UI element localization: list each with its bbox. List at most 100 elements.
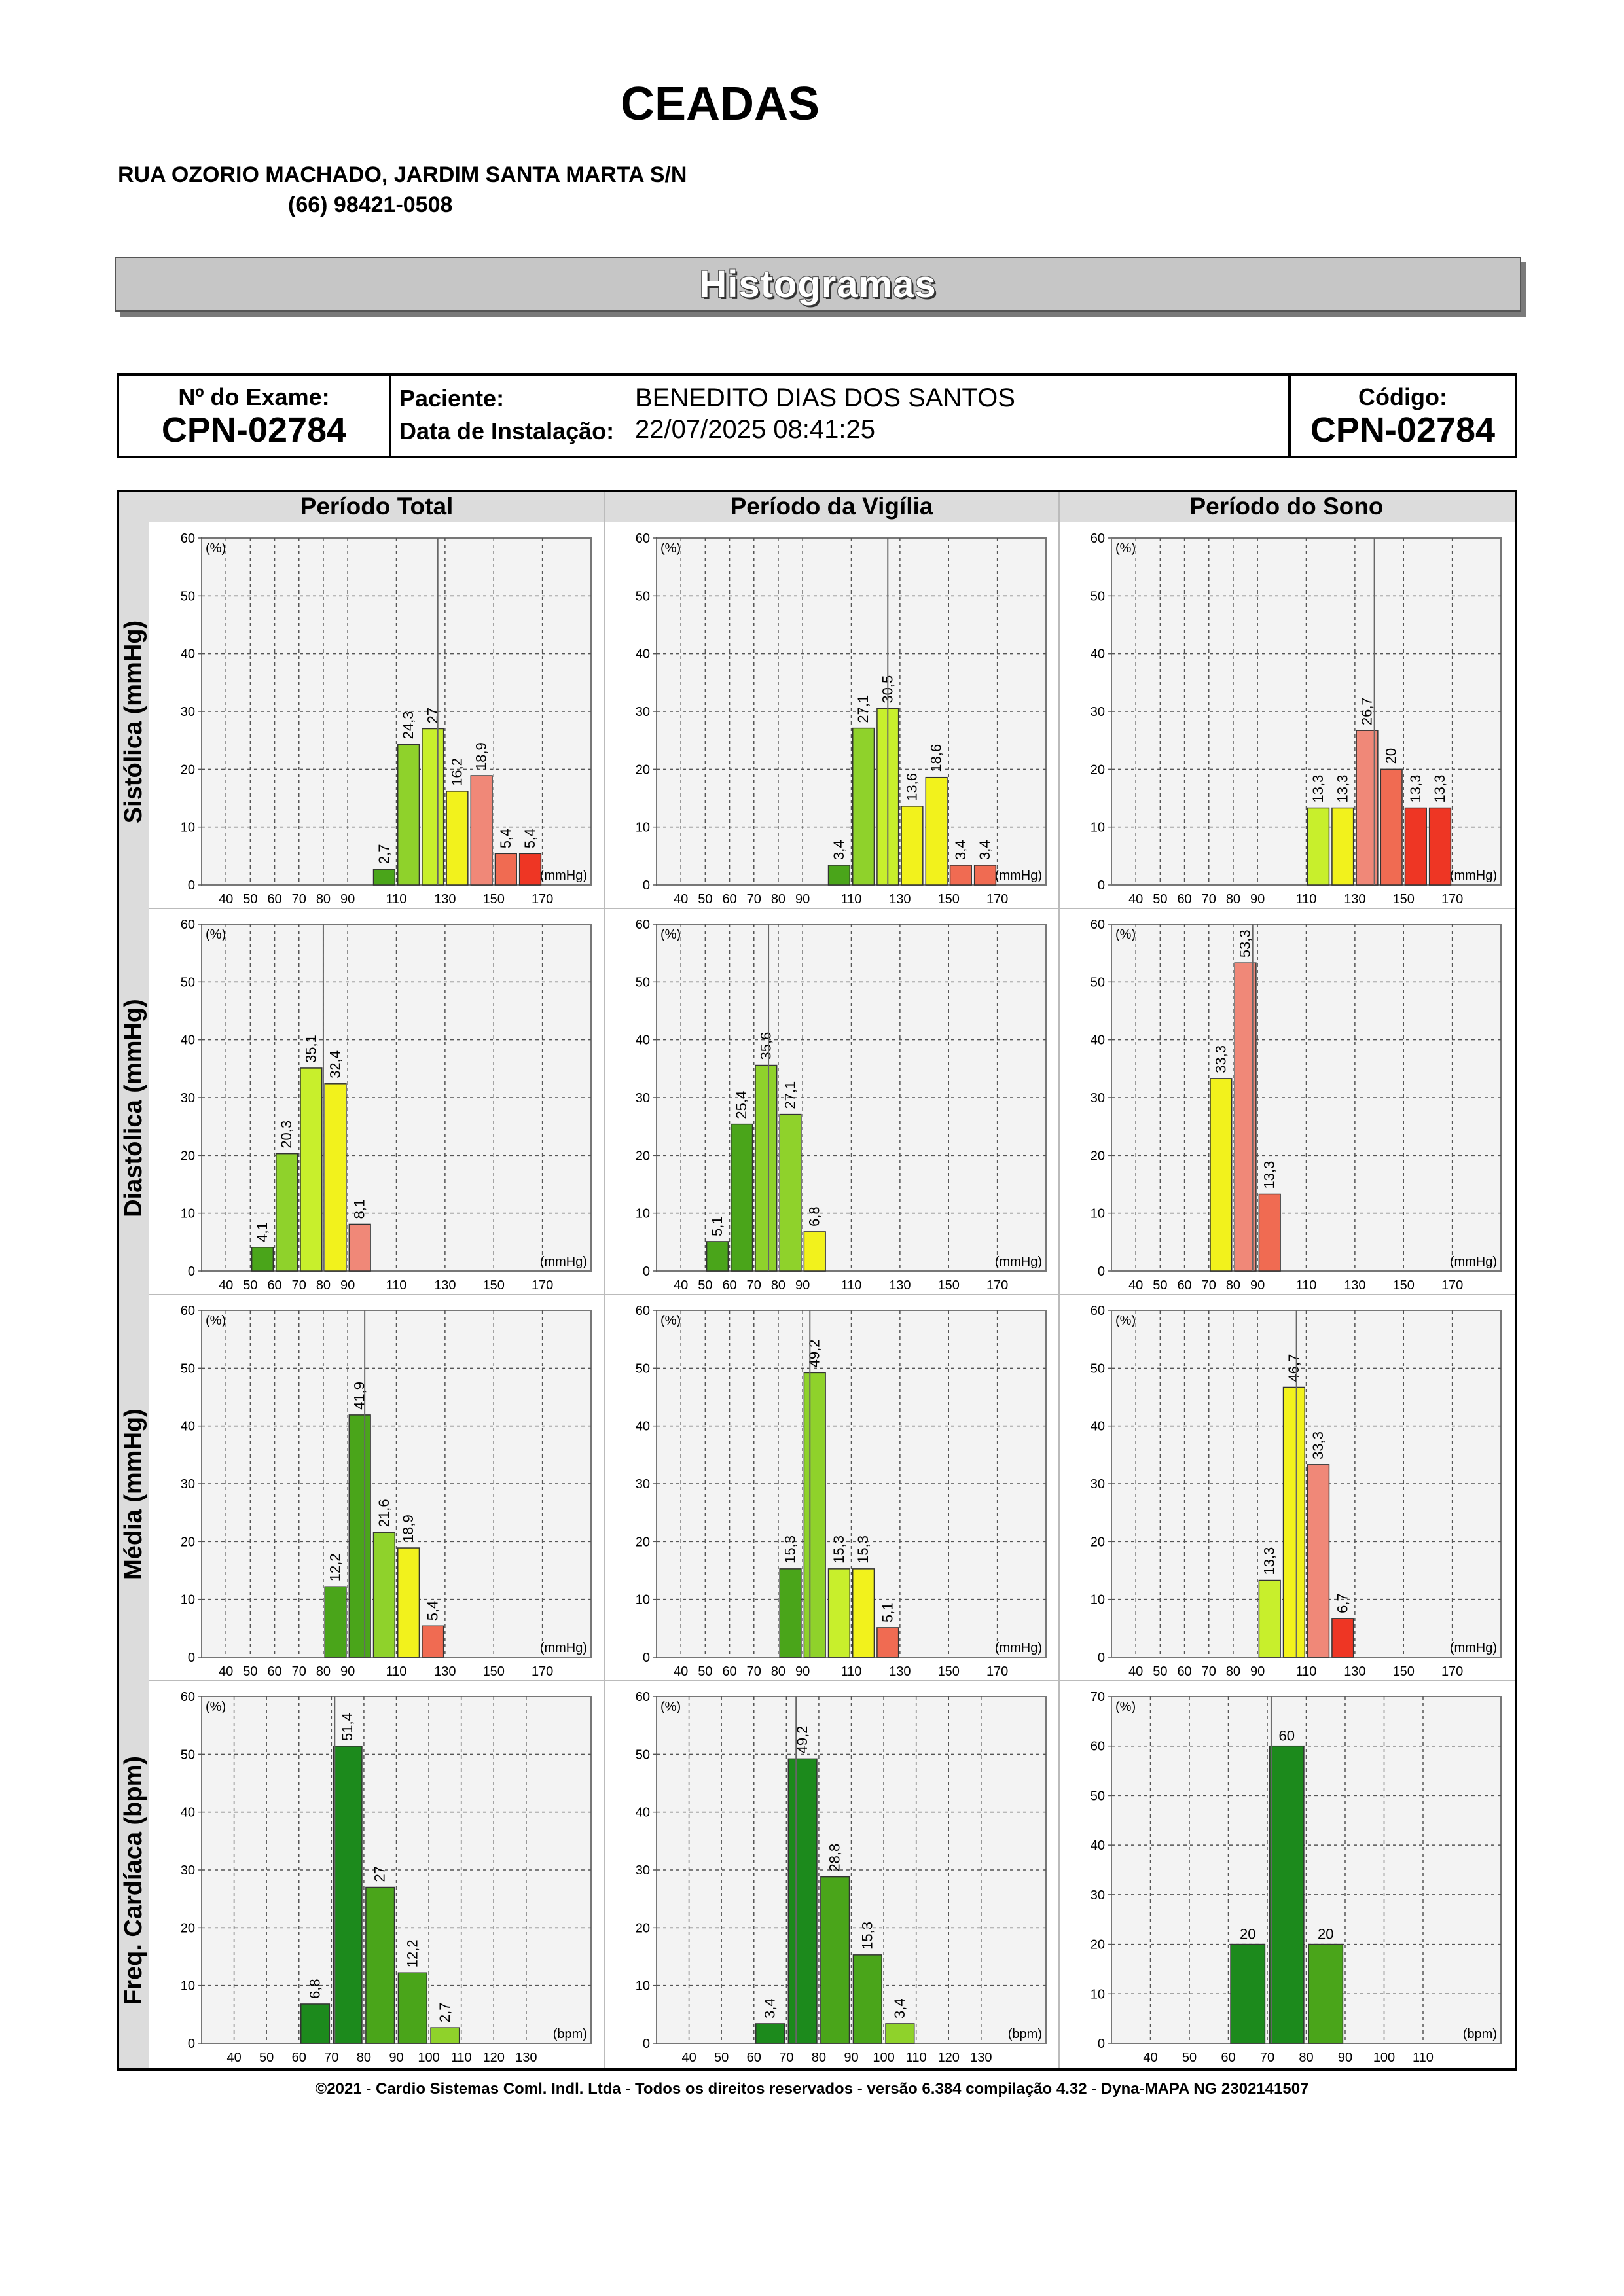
x-tick-label: 70 (292, 1278, 306, 1293)
y-tick-label: 30 (181, 1477, 195, 1492)
histogram-bar (803, 1231, 826, 1272)
x-tick-label: 130 (1344, 1664, 1365, 1679)
y-tick-label: 50 (1091, 975, 1105, 990)
histogram-bar (1404, 807, 1427, 886)
x-tick-label: 170 (1441, 892, 1463, 906)
histogram-bar (1230, 1943, 1266, 2044)
x-tick-label: 170 (1441, 1664, 1463, 1679)
x-tick-label: 90 (389, 2051, 403, 2065)
x-tick-label: 50 (1153, 1664, 1167, 1679)
y-tick-label: 50 (1091, 1789, 1105, 1803)
histogram-bar (251, 1247, 274, 1272)
x-tick-label: 60 (1177, 892, 1191, 906)
y-tick-label: 60 (636, 1690, 650, 1704)
x-tick-label: 170 (986, 1278, 1008, 1293)
x-tick-label: 60 (722, 1278, 736, 1293)
y-tick-label: 40 (636, 1033, 650, 1048)
y-tick-label: 60 (181, 918, 195, 932)
install-date-label: Data de Instalação: (399, 418, 615, 444)
histogram-bar (494, 853, 517, 886)
histogram-bar (706, 1241, 729, 1272)
row-title: Freq. Cardíaca (bpm) (120, 1756, 147, 2005)
bar-value-label: 15,3 (831, 1535, 847, 1564)
bar-value-label: 33,3 (1212, 1045, 1229, 1073)
x-tick-label: 40 (1128, 892, 1143, 906)
histogram-bar (876, 1627, 899, 1658)
histogram-bar (949, 865, 972, 886)
x-tick-label: 80 (357, 2051, 371, 2065)
y-tick-label: 0 (188, 878, 195, 893)
y-tick-label: 30 (1091, 1888, 1105, 1903)
bar-value-label: 46,7 (1286, 1354, 1302, 1382)
y-tick-label: 60 (181, 1690, 195, 1704)
x-tick-label: 60 (1177, 1664, 1191, 1679)
bar-value-label: 2,7 (376, 844, 392, 865)
x-tick-label: 50 (714, 2051, 729, 2065)
histogram-bar (1308, 1943, 1344, 2044)
y-tick-label: 20 (636, 762, 650, 777)
x-tick-label: 130 (515, 2051, 537, 2065)
bar-value-label: 3,4 (762, 1998, 778, 2018)
code-cell: Código: CPN-02784 (1291, 376, 1515, 456)
y-tick-label: 0 (188, 1265, 195, 1279)
column-title: Período Total (300, 493, 454, 520)
x-tick-label: 170 (532, 1664, 553, 1679)
x-tick-label: 170 (1441, 1278, 1463, 1293)
y-tick-label: 10 (636, 1207, 650, 1221)
y-tick-label: 20 (636, 1921, 650, 1935)
code-value: CPN-02784 (1310, 410, 1496, 450)
y-unit-label: (%) (1115, 1700, 1136, 1714)
x-tick-label: 130 (434, 1664, 456, 1679)
bar-value-label: 18,6 (928, 744, 945, 772)
y-tick-label: 40 (1091, 1839, 1105, 1853)
x-tick-label: 70 (1202, 892, 1216, 906)
x-tick-label: 70 (747, 1664, 761, 1679)
bar-value-label: 13,3 (1432, 775, 1448, 803)
bar-value-label: 6,7 (1334, 1593, 1350, 1613)
histogram-bar (755, 1064, 778, 1272)
x-unit-label: (mmHg) (1450, 869, 1497, 883)
y-tick-label: 30 (181, 1863, 195, 1878)
x-tick-label: 110 (386, 1278, 407, 1293)
x-tick-label: 60 (267, 1664, 281, 1679)
y-tick-label: 40 (636, 1420, 650, 1434)
x-tick-label: 50 (698, 1664, 712, 1679)
histogram-bar (1307, 1464, 1330, 1658)
y-tick-label: 20 (181, 1149, 195, 1163)
x-tick-label: 130 (434, 1278, 456, 1293)
histogram-charts: Período Total Período da Vigília Período d… (119, 492, 1515, 2068)
y-tick-label: 0 (1098, 878, 1105, 893)
x-tick-label: 150 (938, 1664, 960, 1679)
x-tick-label: 90 (795, 1664, 810, 1679)
histogram-grid: Período Total Período da Vigília Período d… (117, 490, 1517, 2071)
x-tick-label: 90 (340, 1278, 355, 1293)
x-tick-label: 70 (1202, 1664, 1216, 1679)
x-tick-label: 80 (771, 892, 785, 906)
y-tick-label: 30 (636, 1477, 650, 1492)
x-tick-label: 60 (722, 892, 736, 906)
y-tick-label: 40 (1091, 1420, 1105, 1434)
x-tick-label: 80 (771, 1664, 785, 1679)
x-tick-label: 60 (292, 2051, 306, 2065)
y-unit-label: (%) (660, 1314, 681, 1328)
histogram-bar (372, 1532, 396, 1658)
x-tick-label: 40 (219, 892, 233, 906)
x-tick-label: 40 (219, 1278, 233, 1293)
x-tick-label: 110 (1413, 2051, 1434, 2065)
bar-value-label: 4,1 (254, 1222, 270, 1242)
x-tick-label: 150 (938, 1278, 960, 1293)
y-tick-label: 20 (181, 762, 195, 777)
x-tick-label: 130 (970, 2051, 992, 2065)
y-tick-label: 60 (636, 1304, 650, 1318)
x-tick-label: 50 (698, 892, 712, 906)
x-tick-label: 80 (316, 1278, 331, 1293)
y-tick-label: 30 (636, 1863, 650, 1878)
x-tick-label: 70 (324, 2051, 338, 2065)
y-tick-label: 40 (636, 647, 650, 662)
histogram-bar (803, 1372, 826, 1658)
histogram-bar (820, 1876, 850, 2044)
y-tick-label: 10 (1091, 1987, 1105, 2001)
histogram-bar (446, 791, 469, 886)
y-tick-label: 20 (1091, 762, 1105, 777)
bar-value-label: 3,4 (977, 840, 993, 860)
